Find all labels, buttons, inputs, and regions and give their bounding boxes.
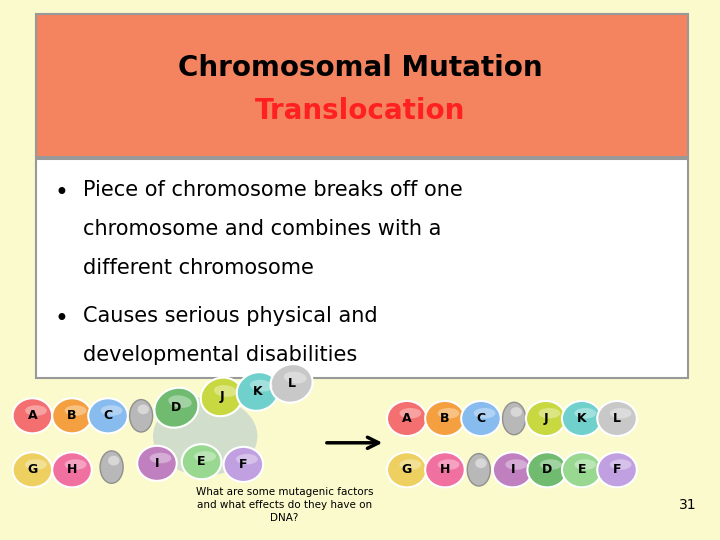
Ellipse shape: [400, 459, 421, 470]
Text: B: B: [67, 409, 77, 422]
Ellipse shape: [598, 401, 636, 436]
Text: G: G: [402, 463, 412, 476]
Text: Causes serious physical and: Causes serious physical and: [83, 306, 377, 326]
Text: What are some mutagenic factors
and what effects do they have on
DNA?: What are some mutagenic factors and what…: [196, 487, 373, 523]
Ellipse shape: [12, 453, 53, 487]
Ellipse shape: [438, 459, 459, 470]
Text: Piece of chromosome breaks off one: Piece of chromosome breaks off one: [83, 180, 462, 200]
Text: K: K: [577, 412, 587, 425]
Text: H: H: [440, 463, 450, 476]
Text: D: D: [171, 401, 181, 414]
Ellipse shape: [387, 453, 426, 487]
Text: Translocation: Translocation: [255, 97, 465, 125]
Ellipse shape: [467, 454, 490, 486]
Ellipse shape: [137, 446, 177, 481]
Ellipse shape: [65, 405, 86, 416]
Text: L: L: [613, 412, 621, 425]
Ellipse shape: [250, 380, 273, 392]
Ellipse shape: [575, 408, 596, 418]
Text: developmental disabilities: developmental disabilities: [83, 345, 357, 365]
Text: different chromosome: different chromosome: [83, 258, 314, 278]
Text: K: K: [253, 385, 263, 398]
Ellipse shape: [425, 453, 465, 487]
Text: A: A: [27, 409, 37, 422]
FancyBboxPatch shape: [36, 159, 688, 378]
Ellipse shape: [475, 458, 487, 468]
Ellipse shape: [153, 397, 258, 476]
Ellipse shape: [540, 459, 562, 470]
Text: F: F: [239, 458, 248, 471]
Ellipse shape: [526, 401, 566, 436]
Text: D: D: [542, 463, 552, 476]
Text: J: J: [544, 412, 548, 425]
Ellipse shape: [150, 453, 171, 463]
Text: G: G: [27, 463, 37, 476]
Ellipse shape: [214, 385, 237, 397]
Ellipse shape: [462, 401, 501, 436]
Ellipse shape: [89, 399, 128, 433]
Ellipse shape: [194, 451, 216, 462]
Ellipse shape: [154, 388, 199, 428]
Ellipse shape: [25, 459, 47, 470]
Text: C: C: [104, 409, 112, 422]
Text: J: J: [220, 390, 224, 403]
Ellipse shape: [181, 444, 222, 480]
Text: Chromosomal Mutation: Chromosomal Mutation: [178, 53, 542, 82]
Text: 31: 31: [679, 498, 696, 512]
Ellipse shape: [65, 459, 86, 470]
Ellipse shape: [510, 407, 522, 417]
Ellipse shape: [53, 453, 92, 487]
Ellipse shape: [438, 408, 459, 418]
Ellipse shape: [271, 364, 312, 403]
Text: E: E: [577, 463, 586, 476]
Ellipse shape: [223, 447, 264, 482]
Text: F: F: [613, 463, 621, 476]
Ellipse shape: [598, 453, 636, 487]
Ellipse shape: [562, 453, 601, 487]
Ellipse shape: [284, 372, 307, 383]
Text: I: I: [155, 457, 159, 470]
Text: chromosome and combines with a: chromosome and combines with a: [83, 219, 441, 239]
Ellipse shape: [610, 459, 631, 470]
Text: C: C: [477, 412, 485, 425]
Ellipse shape: [387, 401, 426, 436]
Text: I: I: [510, 463, 515, 476]
Ellipse shape: [201, 377, 243, 416]
Ellipse shape: [474, 408, 495, 418]
Ellipse shape: [168, 395, 192, 408]
Ellipse shape: [505, 459, 527, 470]
Ellipse shape: [237, 372, 279, 411]
Text: •: •: [54, 307, 68, 331]
Ellipse shape: [108, 456, 120, 465]
Ellipse shape: [610, 408, 631, 418]
Ellipse shape: [400, 408, 421, 418]
Ellipse shape: [492, 453, 532, 487]
Ellipse shape: [562, 401, 601, 436]
Ellipse shape: [25, 405, 47, 416]
Ellipse shape: [130, 400, 153, 432]
Ellipse shape: [425, 401, 465, 436]
Ellipse shape: [53, 399, 92, 433]
Text: •: •: [54, 181, 68, 205]
Text: A: A: [402, 412, 412, 425]
Ellipse shape: [100, 451, 123, 483]
Ellipse shape: [138, 404, 149, 414]
Ellipse shape: [12, 399, 53, 433]
Ellipse shape: [528, 453, 567, 487]
Text: L: L: [287, 377, 296, 390]
Ellipse shape: [539, 408, 560, 418]
Ellipse shape: [503, 402, 526, 435]
Ellipse shape: [101, 405, 122, 416]
FancyBboxPatch shape: [36, 14, 688, 157]
Ellipse shape: [575, 459, 596, 470]
Text: B: B: [440, 412, 450, 425]
Text: E: E: [197, 455, 206, 468]
Ellipse shape: [236, 454, 258, 464]
Text: H: H: [67, 463, 77, 476]
